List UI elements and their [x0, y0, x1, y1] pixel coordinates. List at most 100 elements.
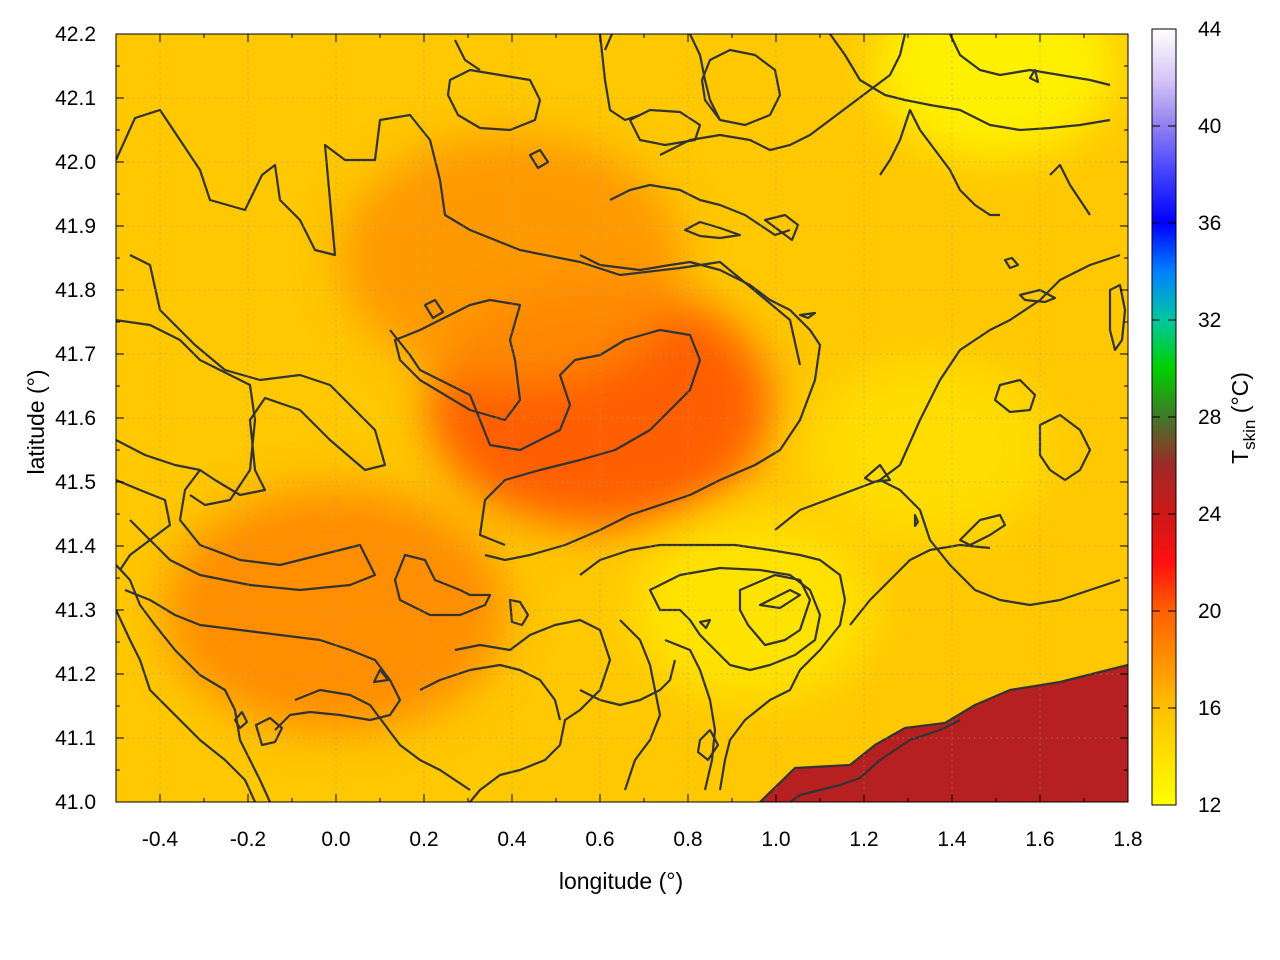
- y-tick-label: 41.0: [55, 791, 96, 814]
- y-tick-label: 41.5: [55, 471, 96, 494]
- contour-line: [659, 34, 907, 156]
- contour-line: [294, 688, 471, 791]
- contour-line: [1028, 68, 1040, 84]
- contour-line: [609, 183, 791, 237]
- contour-line: [993, 378, 1037, 414]
- y-tick-label: 41.6: [55, 407, 96, 430]
- contour-line: [116, 319, 257, 507]
- contour-line: [579, 543, 847, 791]
- contour-line: [484, 254, 822, 562]
- contour-line: [528, 148, 550, 170]
- colorbar-tick-label: 40: [1198, 115, 1221, 138]
- colorbar-tick-label: 12: [1198, 794, 1221, 817]
- contour-line: [689, 34, 721, 121]
- y-tick-label: 42.2: [55, 23, 96, 46]
- contour-line: [116, 108, 802, 366]
- contour-line: [116, 439, 201, 472]
- contour-line: [863, 463, 892, 484]
- y-tick-label: 42.0: [55, 151, 96, 174]
- x-tick-label: 1.4: [937, 828, 967, 851]
- contour-line: [116, 478, 172, 571]
- field-region: [339, 135, 685, 381]
- colorbar-tick-label: 44: [1198, 18, 1222, 41]
- x-tick-label: 1.8: [1113, 828, 1142, 851]
- colorbar-label-unit: (°C): [1227, 372, 1253, 420]
- contour-line: [116, 564, 272, 802]
- contour-line: [603, 34, 614, 51]
- y-axis: 41.0 41.1 41.2 41.3 41.4 41.5 41.6 41.7 41.8 41.9…: [55, 23, 1128, 814]
- contour-line: [774, 253, 1121, 531]
- contour-line: [372, 668, 390, 684]
- contour-line: [454, 39, 481, 71]
- colorbar-tick-label: 16: [1198, 697, 1221, 720]
- x-tick-label: 0.4: [497, 828, 527, 851]
- x-tick-label: 0.2: [409, 828, 438, 851]
- contour-line: [1049, 163, 1091, 216]
- contour-line: [598, 34, 641, 122]
- y-tick-label: 42.1: [55, 87, 96, 110]
- contour-line: [619, 619, 662, 791]
- contour-line: [763, 213, 800, 242]
- x-axis: -0.4 -0.2 0.0 0.2 0.4 0.6 0.8 1.0 1.2 1.4 1.6 1.8: [115, 34, 1143, 851]
- contour-line: [913, 513, 920, 528]
- y-tick-label: 41.8: [55, 279, 96, 302]
- sea-region: [760, 665, 1128, 802]
- colorbar-tick-label: 24: [1198, 503, 1222, 526]
- contour-line: [789, 719, 961, 802]
- contour-line: [758, 588, 802, 610]
- contour-line: [1108, 283, 1127, 352]
- y-tick-label: 41.2: [55, 663, 96, 686]
- x-tick-label: 0.6: [585, 828, 614, 851]
- contour-line: [698, 618, 712, 630]
- contour-lines: [116, 34, 1128, 802]
- y-tick-label: 41.7: [55, 343, 96, 366]
- contour-line: [116, 609, 257, 802]
- contour-line: [879, 108, 1000, 217]
- y-tick-label: 41.1: [55, 727, 96, 750]
- contour-line: [129, 254, 387, 592]
- contour-line: [700, 48, 782, 127]
- contour-line: [446, 68, 542, 132]
- x-tick-label: 1.2: [849, 828, 878, 851]
- contour-line: [664, 638, 717, 791]
- colorbar-label: Tskin (°C): [1227, 372, 1259, 464]
- contour-line: [738, 573, 812, 647]
- x-tick-label: 1.0: [761, 828, 790, 851]
- contour-line: [393, 553, 492, 617]
- contour-line: [628, 108, 702, 147]
- y-tick-label: 41.4: [55, 535, 96, 558]
- colorbar-tick-label: 32: [1198, 309, 1221, 332]
- field-region: [808, 357, 1052, 543]
- contour-line: [949, 34, 1111, 87]
- contour-line: [798, 311, 817, 320]
- contour-line: [393, 298, 522, 422]
- contour-line: [829, 34, 1111, 132]
- colorbar: 12 16 20 24 28 32 36 40 44 Tskin (°C): [1151, 18, 1259, 817]
- colorbar-ticks: 12 16 20 24 28 32 36 40 44: [1152, 18, 1222, 817]
- contour-line: [423, 298, 445, 320]
- colorbar-label-sub: skin: [1240, 420, 1259, 450]
- colorbar-tick-label: 28: [1198, 406, 1221, 429]
- y-tick-label: 41.9: [55, 215, 96, 238]
- x-tick-label: -0.4: [142, 828, 179, 851]
- contour-line: [849, 543, 991, 626]
- colorbar-tick-label: 20: [1198, 600, 1221, 623]
- plot-area: [116, 34, 1128, 802]
- contour-line: [124, 588, 402, 731]
- grid-lines: [116, 34, 1128, 802]
- colorbar-label-main: T: [1227, 450, 1253, 464]
- x-axis-label: longitude (°): [559, 868, 683, 894]
- x-tick-label: 0.0: [321, 828, 350, 851]
- contour-line: [759, 663, 1128, 802]
- contour-line: [1003, 256, 1020, 270]
- contour-line: [389, 328, 702, 547]
- colorbar-tick-label: 36: [1198, 212, 1221, 235]
- x-tick-label: 0.8: [673, 828, 702, 851]
- contour-line: [1018, 288, 1057, 304]
- contour-line: [879, 479, 1121, 607]
- x-tick-label: 1.6: [1025, 828, 1054, 851]
- contour-line: [683, 220, 742, 240]
- x-tick-label: -0.2: [230, 828, 266, 851]
- contour-line: [254, 716, 284, 747]
